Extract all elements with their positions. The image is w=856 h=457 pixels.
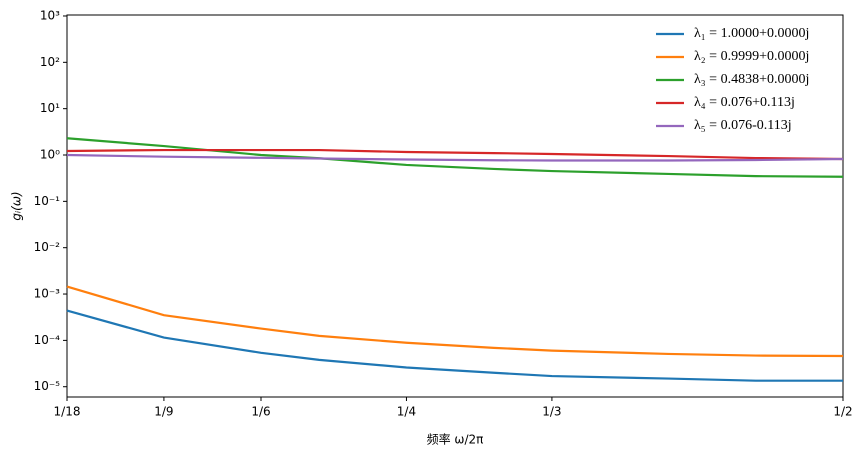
y-tick-label: 10⁻³: [34, 287, 61, 301]
legend-label: λ₁ = 1.0000+0.0000j: [694, 26, 809, 41]
y-tick-label: 10⁻²: [34, 240, 61, 254]
series-line: [66, 148, 844, 161]
y-tick-label: 10⁻⁴: [34, 333, 61, 347]
x-tick-label: 1/4: [397, 405, 416, 419]
y-tick-label: 10¹: [40, 101, 60, 115]
legend-label: λ₄ = 0.076+0.113j: [694, 95, 795, 110]
legend-label: λ₅ = 0.076-0.113j: [694, 118, 792, 133]
x-tick-label: 1/6: [251, 405, 270, 419]
plot-frame: [66, 14, 844, 398]
y-axis-label: gᵢ(ω): [10, 191, 24, 220]
series-line: [66, 309, 843, 382]
y-tick-label: 10⁻¹: [34, 194, 61, 208]
legend-label: λ₃ = 0.4838+0.0000j: [694, 72, 809, 87]
y-tick-label: 10⁰: [40, 148, 60, 162]
y-tick-label: 10³: [40, 8, 60, 22]
y-tick-label: 10⁻⁵: [34, 379, 61, 393]
legend-label: λ₂ = 0.9999+0.0000j: [694, 49, 809, 64]
x-tick-label: 1/18: [54, 405, 81, 419]
y-tick-label: 10²: [40, 55, 60, 69]
series-line: [66, 153, 844, 162]
x-tick-label: 1/9: [154, 405, 173, 419]
x-tick-label: 1/3: [542, 405, 561, 419]
series-line: [66, 285, 844, 358]
x-tick-label: 1/2: [833, 405, 852, 419]
x-axis-label: 频率 ω/2π: [427, 432, 484, 447]
